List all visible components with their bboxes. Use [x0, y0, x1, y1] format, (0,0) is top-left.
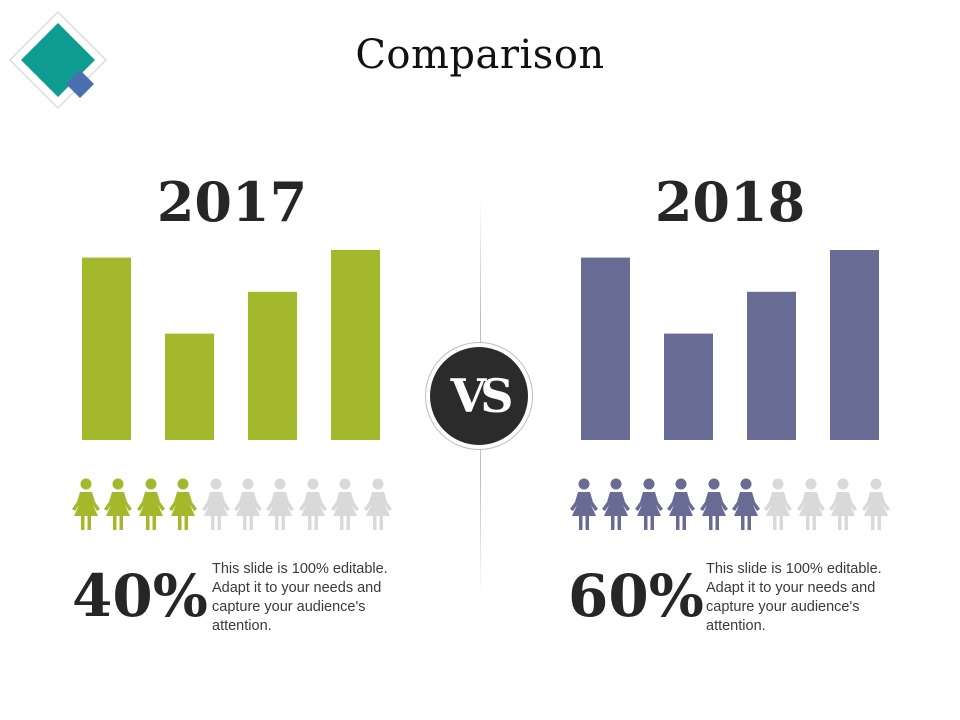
person-icon-empty: [232, 478, 264, 532]
person-icon-filled: [698, 478, 730, 532]
bar-2018-3: [747, 291, 796, 440]
bar-2018-4: [830, 250, 879, 440]
person-icon-empty: [860, 478, 892, 532]
bar-2017-3: [248, 291, 297, 440]
people-row-2017: [70, 478, 410, 534]
person-icon-filled: [135, 478, 167, 532]
description-2017: This slide is 100% editable. Adapt it to…: [212, 561, 388, 634]
vs-label: VS: [430, 347, 528, 445]
bar-2018-2: [664, 333, 713, 440]
bar-2018-1: [581, 257, 630, 440]
person-icon-empty: [762, 478, 794, 532]
diamond-logo-icon: [8, 10, 108, 110]
person-icon-filled: [633, 478, 665, 532]
percent-2018: 60%: [568, 562, 704, 630]
person-icon-empty: [362, 478, 394, 532]
person-icon-filled: [102, 478, 134, 532]
year-label-2017: 2017: [156, 170, 308, 234]
person-icon-empty: [264, 478, 296, 532]
person-icon-filled: [70, 478, 102, 532]
person-icon-filled: [167, 478, 199, 532]
percent-2017: 40%: [72, 562, 208, 630]
description-2018: This slide is 100% editable. Adapt it to…: [706, 561, 882, 634]
person-icon-empty: [795, 478, 827, 532]
person-icon-empty: [329, 478, 361, 532]
person-icon-empty: [827, 478, 859, 532]
bar-2017-4: [331, 250, 380, 440]
vs-badge: VS: [425, 342, 533, 450]
year-label-2018: 2018: [654, 170, 806, 234]
person-icon-filled: [730, 478, 762, 532]
logo-blue-diamond: [66, 70, 94, 98]
person-icon-filled: [568, 478, 600, 532]
person-icon-filled: [600, 478, 632, 532]
person-icon-empty: [297, 478, 329, 532]
person-icon-empty: [200, 478, 232, 532]
bar-chart-2018: [581, 250, 879, 440]
bar-2017-2: [165, 333, 214, 440]
bar-chart-2017: [82, 250, 380, 440]
people-row-2018: [568, 478, 908, 534]
bar-2017-1: [82, 257, 131, 440]
person-icon-filled: [665, 478, 697, 532]
page-title: Comparison: [355, 32, 605, 78]
